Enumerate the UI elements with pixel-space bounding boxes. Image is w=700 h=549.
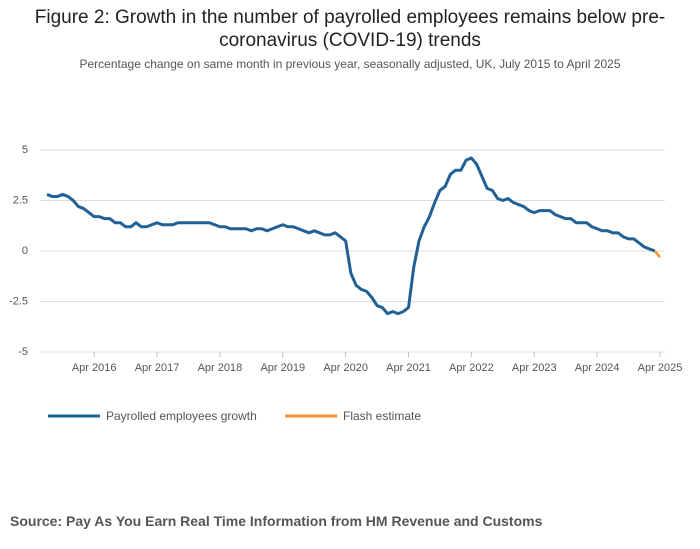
x-tick-label: Apr 2019 <box>260 362 305 374</box>
legend-label: Flash estimate <box>343 409 421 423</box>
y-tick-label: 2.5 <box>13 194 28 206</box>
y-tick-label: -2.5 <box>9 295 28 307</box>
data-line <box>46 156 656 316</box>
x-tick-label: Apr 2018 <box>198 362 243 374</box>
source-note: Source: Pay As You Earn Real Time Inform… <box>10 513 543 529</box>
x-tick-label: Apr 2022 <box>449 362 494 374</box>
x-tick-label: Apr 2024 <box>575 362 620 374</box>
chart-subtitle: Percentage change on same month in previ… <box>79 57 621 71</box>
x-tick-label: Apr 2025 <box>638 362 683 374</box>
y-tick-label: 0 <box>22 245 28 257</box>
x-tick-label: Apr 2021 <box>386 362 431 374</box>
x-tick-label: Apr 2017 <box>135 362 180 374</box>
x-tick-label: Apr 2023 <box>512 362 557 374</box>
chart-title: Figure 2: Growth in the number of payrol… <box>34 7 666 51</box>
data-line <box>653 250 661 258</box>
y-tick-label: 5 <box>22 144 28 156</box>
x-tick-label: Apr 2020 <box>323 362 368 374</box>
x-tick-label: Apr 2016 <box>72 362 117 374</box>
legend-label: Payrolled employees growth <box>106 409 257 423</box>
y-tick-label: -5 <box>18 346 28 358</box>
